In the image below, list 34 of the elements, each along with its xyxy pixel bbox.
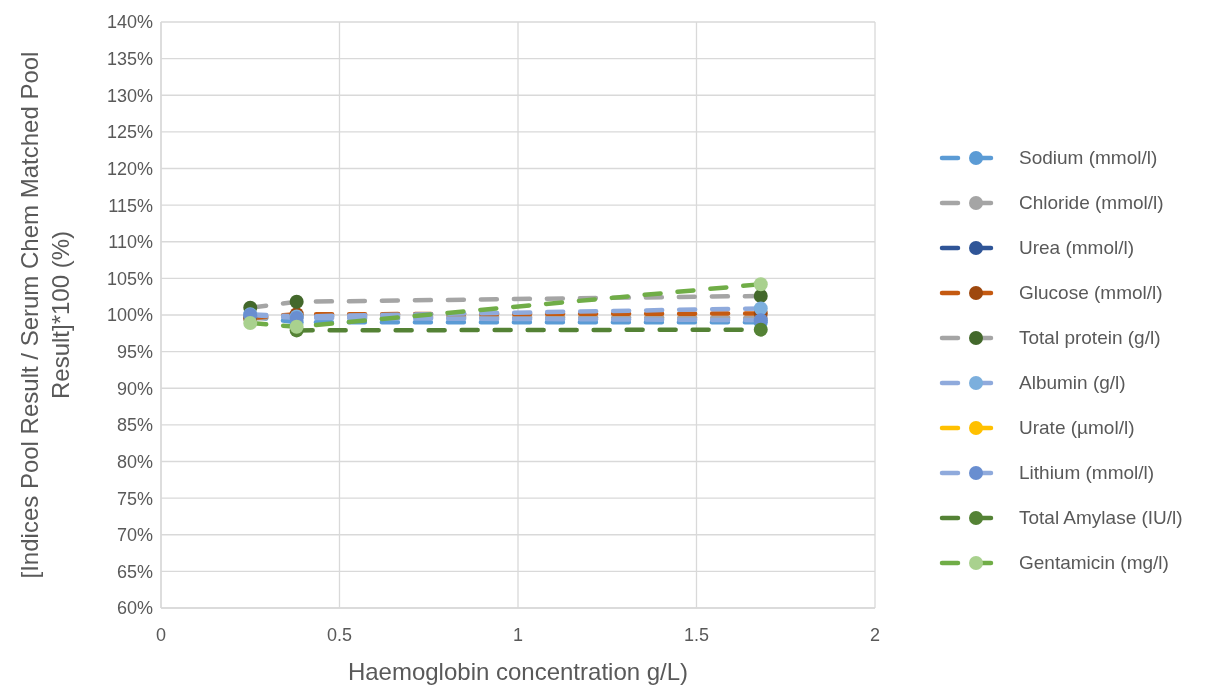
legend-label: Chloride (mmol/l): [1019, 191, 1164, 214]
y-tick-label: 60%: [116, 598, 153, 619]
y-axis-title: [Indices Pool Result / Serum Chem Matched Pool Result]*100 (%): [15, 50, 75, 581]
x-tick-label: 1: [512, 624, 524, 645]
legend-label: Glucose (mmol/l): [1019, 281, 1163, 304]
x-tick-label: 2: [869, 624, 881, 645]
legend-label: Urea (mmol/l): [1019, 236, 1135, 259]
x-tick-label: 1.5: [683, 624, 710, 645]
legend-label: Total protein (g/l): [1019, 326, 1161, 349]
y-tick-label: 85%: [116, 415, 153, 436]
y-tick-label: 140%: [106, 12, 153, 33]
legend-label: Gentamicin (mg/l): [1019, 551, 1169, 574]
y-tick-label: 70%: [116, 525, 153, 546]
legend-label: Lithium (mmol/l): [1019, 461, 1155, 484]
y-tick-label: 130%: [106, 85, 153, 106]
y-tick-label: 105%: [106, 268, 153, 289]
y-tick-label: 100%: [106, 305, 153, 326]
y-tick-label: 65%: [116, 561, 153, 582]
x-axis-title: Haemoglobin concentration g/L): [347, 658, 689, 685]
y-tick-label: 115%: [108, 195, 153, 216]
y-tick-label: 120%: [106, 158, 153, 179]
x-tick-label: 0: [155, 624, 167, 645]
legend-label: Albumin (g/l): [1019, 371, 1126, 394]
legend-label: Total Amylase (IU/l): [1019, 506, 1183, 529]
x-tick-label: 0.5: [326, 624, 353, 645]
y-tick-label: 95%: [116, 342, 153, 363]
y-tick-label: 75%: [116, 488, 153, 509]
legend-label: Urate (µmol/l): [1019, 416, 1135, 439]
y-tick-label: 110%: [108, 232, 153, 253]
legend-label: Sodium (mmol/l): [1019, 146, 1158, 169]
y-tick-label: 135%: [106, 49, 153, 70]
y-tick-label: 125%: [106, 122, 153, 143]
y-tick-label: 90%: [116, 378, 153, 399]
y-tick-label: 80%: [116, 451, 153, 472]
